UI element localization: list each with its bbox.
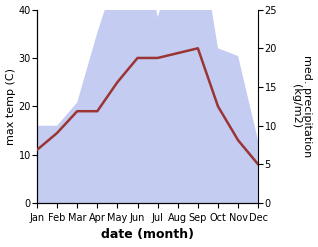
Y-axis label: max temp (C): max temp (C) xyxy=(5,68,16,145)
Y-axis label: med. precipitation
(kg/m2): med. precipitation (kg/m2) xyxy=(291,55,313,158)
X-axis label: date (month): date (month) xyxy=(101,228,194,242)
